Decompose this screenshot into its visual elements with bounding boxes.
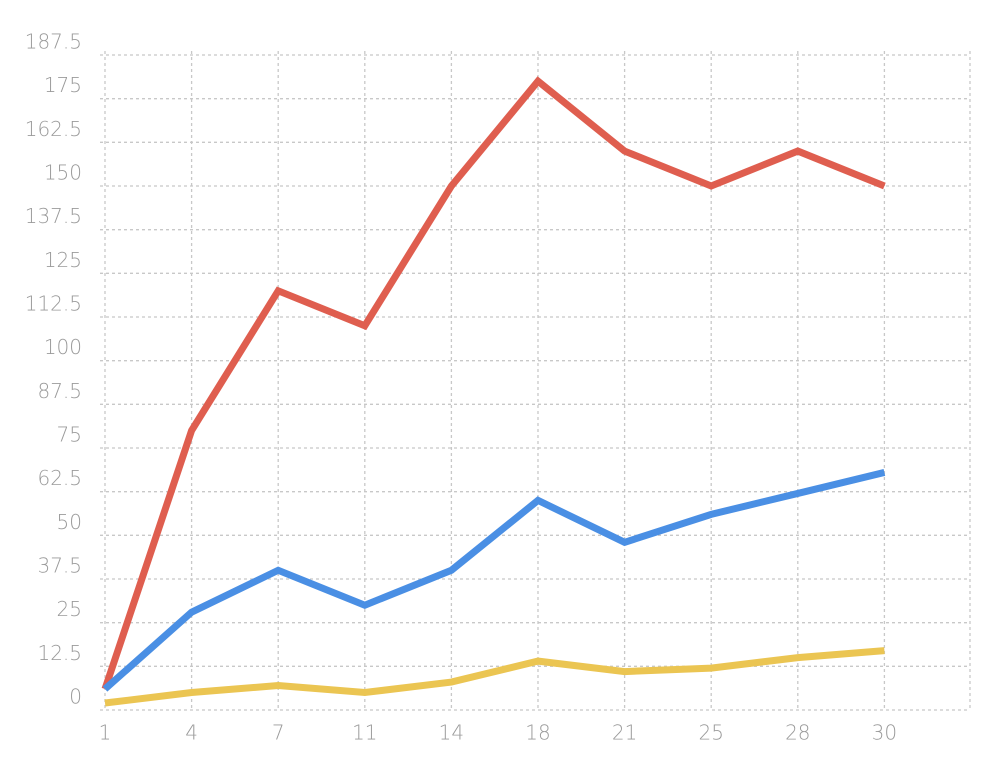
x-tick-label: 4 [185, 721, 198, 745]
x-tick-label: 7 [272, 721, 285, 745]
y-tick-label: 37.5 [37, 554, 82, 578]
series-line [104, 647, 885, 707]
x-tick-label: 1 [99, 721, 112, 745]
series-line [101, 76, 886, 691]
y-tick-label: 50 [57, 510, 82, 534]
y-tick-label: 175 [44, 73, 82, 97]
y-tick-label: 62.5 [37, 466, 82, 490]
y-tick-label: 100 [44, 335, 82, 359]
series-line [102, 469, 886, 692]
y-tick-label: 0 [69, 685, 82, 709]
x-tick-label: 21 [612, 721, 637, 745]
x-tick-label: 18 [525, 721, 550, 745]
x-tick-label: 14 [439, 721, 464, 745]
y-tick-label: 25 [57, 597, 82, 621]
y-tick-label: 87.5 [37, 379, 82, 403]
x-tick-label: 11 [352, 721, 377, 745]
y-tick-label: 187.5 [25, 30, 82, 54]
y-tick-label: 137.5 [25, 204, 82, 228]
y-tick-label: 12.5 [37, 641, 82, 665]
x-tick-label: 25 [698, 721, 723, 745]
y-tick-label: 150 [44, 161, 82, 185]
x-tick-label: 30 [872, 721, 897, 745]
y-tick-label: 162.5 [25, 117, 82, 141]
y-tick-label: 112.5 [25, 292, 82, 316]
y-tick-label: 125 [44, 248, 82, 272]
x-tick-label: 28 [785, 721, 810, 745]
y-tick-label: 75 [57, 423, 82, 447]
